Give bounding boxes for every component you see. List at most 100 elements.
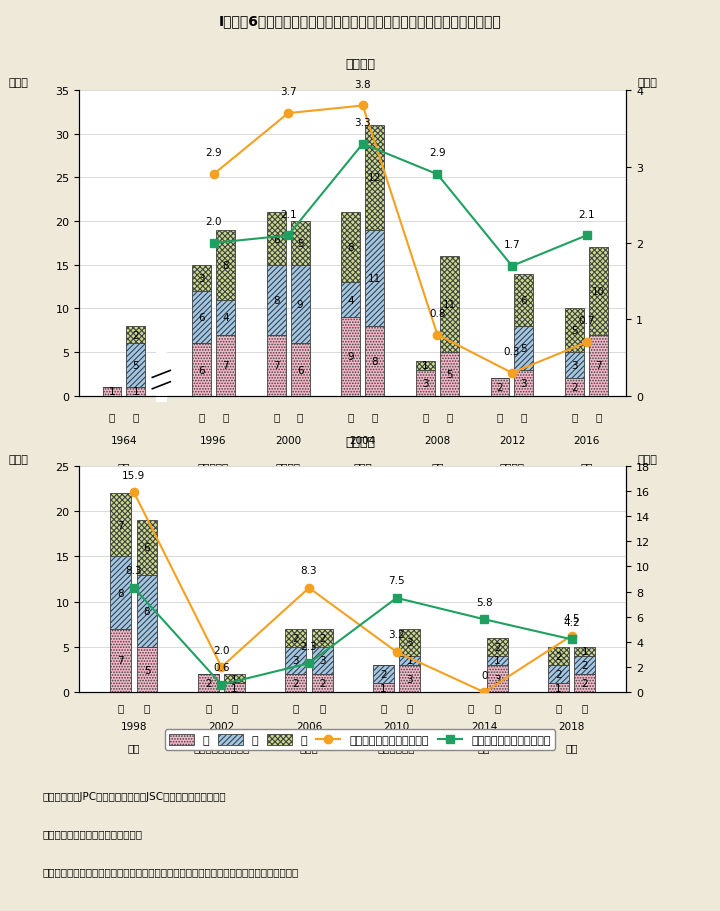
Text: 7.5: 7.5 (388, 576, 405, 586)
Text: 2: 2 (292, 633, 300, 643)
Text: 女: 女 (273, 412, 279, 422)
Text: 3.2: 3.2 (388, 630, 405, 640)
Bar (286, 674, 306, 692)
Text: 8: 8 (222, 261, 229, 271)
Bar (416, 370, 435, 396)
Text: 2018: 2018 (559, 722, 585, 732)
Bar (312, 674, 333, 692)
Text: 7: 7 (273, 361, 279, 371)
Text: 1: 1 (231, 683, 238, 693)
Text: 8: 8 (117, 588, 124, 598)
Bar (216, 230, 235, 301)
Text: 8: 8 (348, 243, 354, 253)
Text: 2.3: 2.3 (301, 641, 318, 651)
Bar (110, 630, 131, 692)
Bar (487, 638, 508, 656)
Text: 0.7: 0.7 (578, 316, 595, 326)
Text: アトランタ: アトランタ (198, 462, 229, 472)
Text: 5.8: 5.8 (476, 597, 492, 607)
Bar (400, 630, 420, 656)
Text: 2008: 2008 (424, 435, 451, 445)
Text: 7: 7 (117, 656, 124, 666)
Text: 12: 12 (368, 173, 382, 183)
Text: 8: 8 (273, 295, 279, 305)
Text: 4.2: 4.2 (563, 618, 580, 627)
Bar (216, 335, 235, 396)
Text: 1: 1 (422, 361, 428, 371)
Bar (365, 126, 384, 230)
Text: I－特－6図　パラリンピックにおける日本人選手のメダル獲得数・獲得率: I－特－6図 パラリンピックにおける日本人選手のメダル獲得数・獲得率 (219, 14, 501, 28)
Text: 1: 1 (132, 387, 139, 397)
Text: ＜冬季＞: ＜冬季＞ (345, 435, 375, 448)
Bar (589, 335, 608, 396)
Text: ３．メダル獲得率は，日本男女各メダル獲得数を男女各メダル総数で除して算出。: ３．メダル獲得率は，日本男女各メダル獲得数を男女各メダル総数で除して算出。 (42, 866, 299, 876)
Text: 男: 男 (231, 702, 238, 712)
Text: ソチ: ソチ (478, 742, 490, 752)
Bar (548, 665, 569, 683)
Text: 2: 2 (555, 651, 562, 661)
Text: 7: 7 (117, 520, 124, 530)
Text: 7: 7 (222, 361, 229, 371)
Bar (291, 344, 310, 396)
Bar (286, 647, 306, 674)
Text: 3.3: 3.3 (354, 118, 371, 128)
Bar (266, 335, 286, 396)
Bar (548, 683, 569, 692)
Text: （個）: （個） (8, 455, 28, 465)
Text: 3: 3 (494, 674, 500, 684)
Text: 5: 5 (446, 370, 453, 380)
Text: 女: 女 (109, 412, 115, 422)
Text: （％）: （％） (637, 78, 657, 88)
Text: 1: 1 (109, 387, 115, 397)
Bar (487, 656, 508, 665)
Text: 5: 5 (144, 665, 150, 675)
Text: 1.7: 1.7 (504, 240, 521, 250)
Text: 3: 3 (198, 273, 205, 283)
Legend: 金, 銀, 銅, 獲得率（女子）（右目盛）, 獲得率（男子）（右目盛）: 金, 銀, 銅, 獲得率（女子）（右目盛）, 獲得率（男子）（右目盛） (165, 730, 555, 750)
Text: 2002: 2002 (208, 722, 235, 732)
Bar (137, 647, 158, 692)
Text: 男: 男 (222, 412, 228, 422)
Text: 北京: 北京 (431, 462, 444, 472)
Text: 1: 1 (582, 647, 588, 657)
Text: 6: 6 (273, 234, 279, 244)
Text: 6: 6 (297, 365, 303, 375)
Text: 5: 5 (297, 239, 303, 249)
Text: バンクーバー: バンクーバー (378, 742, 415, 752)
Text: 2000: 2000 (275, 435, 301, 445)
Text: 1: 1 (231, 674, 238, 684)
Text: 4: 4 (348, 295, 354, 305)
Bar (266, 265, 286, 335)
Text: 6: 6 (198, 312, 205, 322)
Text: 10: 10 (592, 287, 605, 297)
Bar (192, 292, 211, 344)
Text: 3: 3 (319, 656, 325, 666)
Text: シドニー: シドニー (276, 462, 301, 472)
Text: 6: 6 (198, 365, 205, 375)
Text: 女: 女 (117, 702, 124, 712)
Text: 5: 5 (132, 361, 139, 371)
Bar (224, 674, 245, 683)
Text: 2: 2 (292, 679, 300, 689)
Bar (291, 222, 310, 265)
Bar (373, 683, 394, 692)
Text: ２．男女混合種目は除く。: ２．男女混合種目は除く。 (42, 828, 143, 838)
Text: 2: 2 (319, 633, 325, 643)
Text: 5: 5 (521, 343, 527, 353)
Text: 4.5: 4.5 (563, 613, 580, 623)
Bar (373, 665, 394, 683)
Text: 0.3: 0.3 (504, 346, 521, 356)
Text: 2006: 2006 (296, 722, 322, 732)
Text: ソルトレークシティ: ソルトレークシティ (194, 742, 250, 752)
Text: 5: 5 (572, 326, 578, 336)
Text: 2: 2 (572, 383, 578, 393)
Bar (224, 683, 245, 692)
Text: 2.1: 2.1 (280, 210, 297, 220)
Bar (365, 230, 384, 326)
Text: 8.3: 8.3 (301, 566, 318, 576)
Text: 2016: 2016 (573, 435, 600, 445)
Bar (198, 674, 219, 692)
Bar (440, 353, 459, 396)
Bar (548, 647, 569, 665)
Text: 1: 1 (380, 683, 387, 693)
